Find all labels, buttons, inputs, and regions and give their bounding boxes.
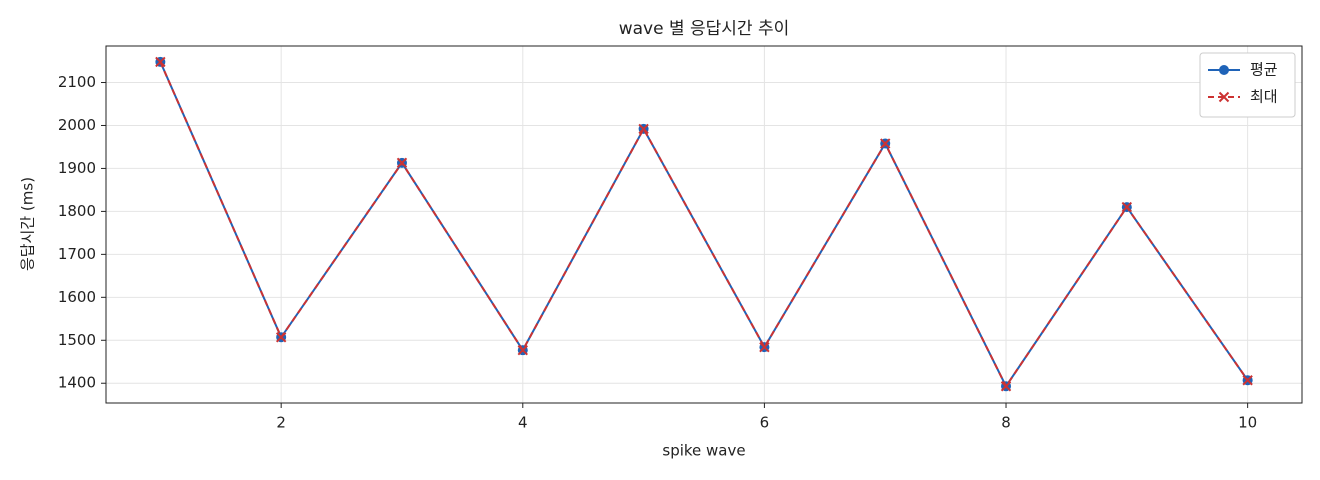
marker	[1000, 381, 1012, 392]
y-tick-label: 1700	[58, 245, 96, 263]
marker	[275, 332, 287, 343]
series-line	[159, 61, 1249, 389]
legend-box	[1199, 52, 1296, 118]
marker	[880, 138, 891, 149]
marker	[1121, 201, 1133, 213]
x-tick-label: 2	[276, 414, 286, 432]
plot-frame	[105, 45, 1303, 404]
marker	[759, 341, 770, 353]
y-axis-label: 응답시간 (ms)	[19, 177, 37, 271]
marker	[396, 157, 408, 169]
y-tick-label: 2100	[58, 73, 96, 91]
marker	[155, 56, 166, 68]
marker	[638, 123, 649, 135]
y-tick-label: 1600	[58, 288, 96, 306]
x-tick-label: 10	[1238, 414, 1257, 432]
chart-title: wave 별 응답시간 추이	[619, 19, 790, 39]
legend-label: 최대	[1250, 88, 1278, 106]
x-tick-label: 6	[760, 414, 770, 432]
x-tick-label: 8	[1001, 414, 1011, 432]
y-tick-label: 1900	[58, 159, 96, 177]
marker	[1218, 91, 1230, 103]
marker	[517, 344, 528, 356]
y-tick-label: 1500	[58, 331, 96, 349]
legend-label: 평균	[1250, 61, 1278, 79]
x-axis-label: spike wave	[662, 442, 745, 460]
marker	[1242, 375, 1253, 386]
series-line	[159, 61, 1249, 389]
marker	[1219, 65, 1229, 75]
y-tick-label: 1400	[58, 374, 96, 392]
y-tick-label: 1800	[58, 202, 96, 220]
x-tick-label: 4	[518, 414, 528, 432]
y-tick-label: 2000	[58, 116, 96, 134]
